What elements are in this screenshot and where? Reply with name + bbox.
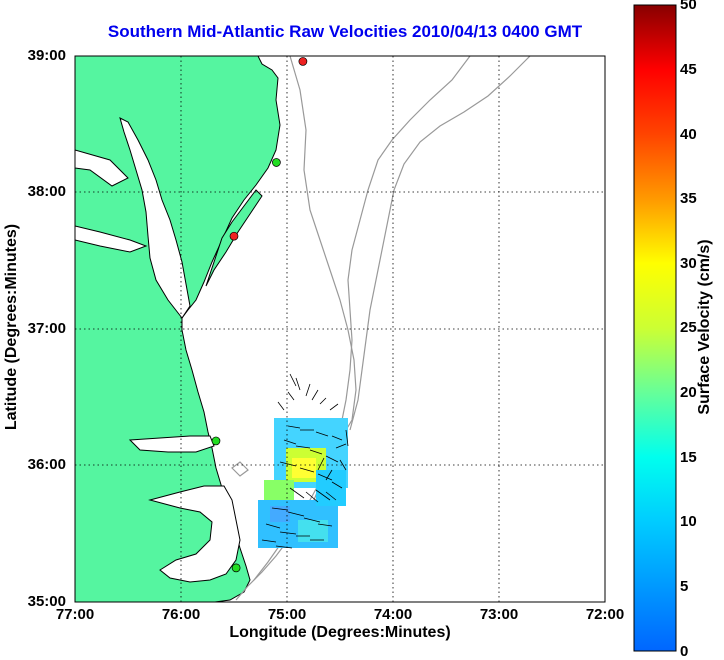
colorbar-tick: 25	[680, 319, 697, 336]
bay-inlet	[75, 149, 129, 187]
colorbar-label: Surface Velocity (cm/s)	[696, 239, 713, 415]
chesapeake-bay	[119, 117, 191, 319]
station-marker[interactable]	[231, 563, 241, 573]
xtick-label: 74:00	[373, 606, 413, 623]
colorbar-tick: 50	[680, 0, 697, 13]
station-marker[interactable]	[211, 436, 221, 446]
potomac-river	[75, 225, 148, 253]
colorbar-tick: 35	[680, 190, 697, 207]
colorbar-tick: 10	[680, 513, 697, 530]
x-axis-label: Longitude (Degrees:Minutes)	[229, 624, 451, 641]
colorbar-tick: 45	[680, 61, 697, 78]
ytick-label: 39:00	[27, 47, 66, 64]
xtick-label: 76:00	[161, 606, 201, 623]
plot-frame	[74, 55, 606, 603]
radar-stations	[211, 57, 308, 573]
colorbar-tick: 15	[680, 449, 697, 466]
land-area	[75, 56, 281, 602]
station-marker[interactable]	[298, 57, 308, 66]
colorbar-tick: 30	[680, 255, 697, 272]
pamlico-sound	[148, 485, 241, 583]
xtick-label: 77:00	[55, 606, 95, 623]
station-marker[interactable]	[229, 231, 239, 241]
xtick-label: 72:00	[585, 606, 625, 623]
velocity-vectors	[261, 373, 349, 549]
albemarle-sound	[128, 435, 215, 453]
station-marker[interactable]	[272, 158, 281, 167]
grid-lines	[75, 56, 605, 602]
colorbar-tick: 0	[680, 643, 689, 660]
ytick-label: 36:00	[27, 456, 66, 473]
velocity-field	[258, 418, 348, 548]
xtick-label: 73:00	[479, 606, 519, 623]
xtick-label: 75:00	[267, 606, 307, 623]
ytick-label: 38:00	[27, 183, 66, 200]
y-axis-label: Latitude (Degrees:Minutes)	[3, 223, 20, 431]
ytick-label: 37:00	[27, 320, 66, 337]
colorbar-tick: 5	[680, 578, 689, 595]
map-title: Southern Mid-Atlantic Raw Velocities 201…	[107, 22, 583, 41]
colorbar-tick: 20	[680, 384, 697, 401]
colorbar-tick: 40	[680, 126, 697, 143]
ytick-label: 35:00	[27, 593, 66, 610]
